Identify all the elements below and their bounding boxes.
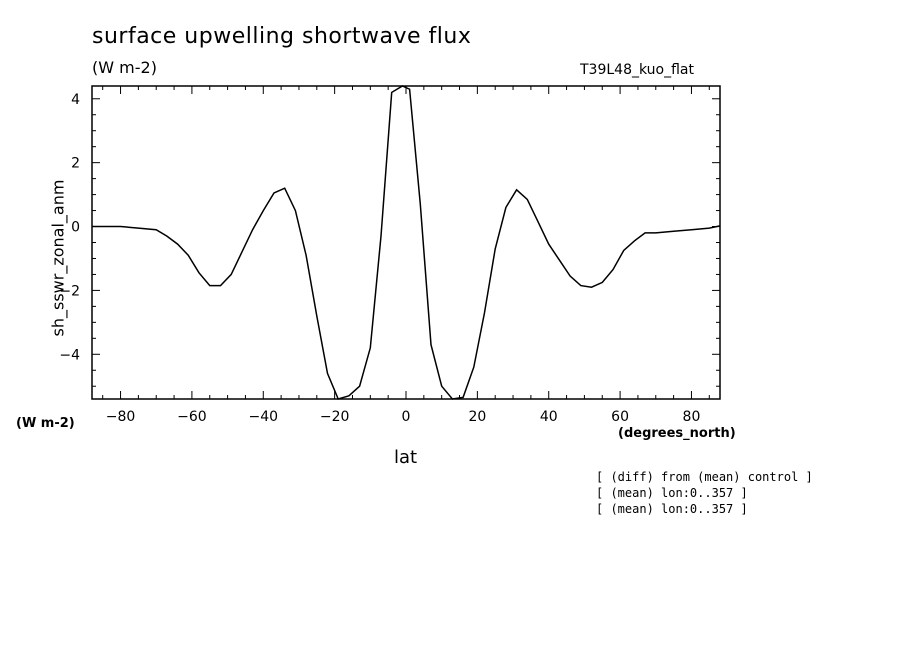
chart-title: surface upwelling shortwave flux <box>92 24 472 49</box>
note-line-3: [ (mean) lon:0..357 ] <box>596 502 748 516</box>
axis-ticks <box>92 86 720 399</box>
y-tick-label: −2 <box>59 283 80 299</box>
x-tick-label: 80 <box>683 409 701 425</box>
y-tick-label: −4 <box>59 347 80 363</box>
x-tick-label: 0 <box>402 409 411 425</box>
series-line <box>92 85 721 400</box>
chart-subtitle-units: (W m-2) <box>92 58 157 77</box>
x-axis-units: (degrees_north) <box>618 426 736 441</box>
x-tick-label: −20 <box>320 409 350 425</box>
note-line-1: [ (diff) from (mean) control ] <box>596 470 813 484</box>
y-tick-label: 4 <box>71 92 80 108</box>
x-tick-label: 60 <box>611 409 629 425</box>
plot-frame <box>91 85 721 400</box>
x-tick-label: −60 <box>177 409 207 425</box>
x-tick-label: 20 <box>468 409 486 425</box>
x-tick-label: −40 <box>248 409 278 425</box>
y-axis-units: (W m-2) <box>16 416 75 431</box>
x-axis-label: lat <box>394 447 418 468</box>
x-tick-label: 40 <box>540 409 558 425</box>
note-line-2: [ (mean) lon:0..357 ] <box>596 486 748 500</box>
y-tick-label: 0 <box>71 220 80 236</box>
run-label: T39L48_kuo_flat <box>580 62 694 78</box>
y-tick-label: 2 <box>71 156 80 172</box>
x-tick-label: −80 <box>106 409 136 425</box>
